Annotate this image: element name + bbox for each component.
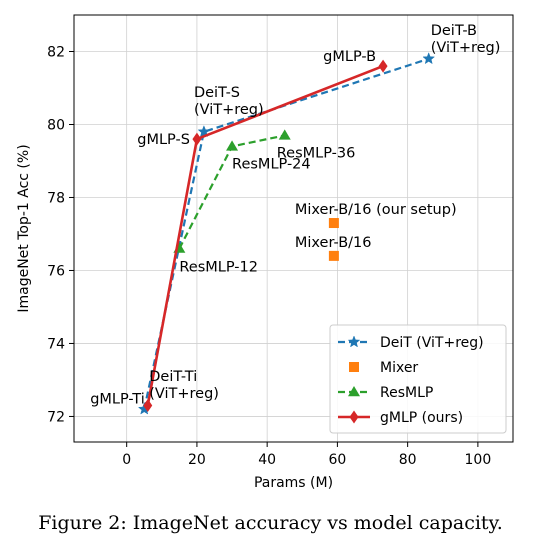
x-tick-label: 100: [465, 452, 492, 468]
accuracy-chart: 0 20 40 60 80 100 72 74 76 78 80 82 Params (M) ImageN…: [0, 0, 541, 510]
point-label: (ViT+reg): [194, 102, 264, 118]
legend-label: ResMLP: [380, 385, 433, 401]
figure-caption: Figure 2: ImageNet accuracy vs model cap…: [0, 512, 541, 534]
y-tick-label: 72: [47, 409, 65, 425]
y-tick-label: 80: [47, 117, 65, 133]
y-axis-title: ImageNet Top-1 Acc (%): [16, 144, 32, 312]
point-label: gMLP-S: [137, 132, 190, 148]
point-label: Mixer-B/16: [295, 235, 372, 251]
x-tick-label: 60: [328, 452, 346, 468]
x-tick-label: 40: [258, 452, 276, 468]
y-tick-label: 82: [47, 44, 65, 60]
point-label: gMLP-B: [323, 49, 376, 65]
x-tick-label: 20: [188, 452, 206, 468]
marker-gmlp: [192, 133, 201, 146]
point-label: DeiT-Ti: [149, 369, 197, 385]
point-label: ResMLP-36: [277, 145, 356, 161]
marker-mixer: [329, 251, 339, 261]
point-label: DeiT-B: [431, 23, 477, 39]
marker-resmlp: [279, 129, 291, 139]
point-label: DeiT-S: [194, 85, 240, 101]
marker-gmlp: [379, 60, 388, 73]
point-label: gMLP-Ti: [90, 392, 145, 408]
x-tick-label: 0: [122, 452, 131, 468]
marker-resmlp: [226, 140, 238, 150]
point-label: (ViT+reg): [431, 40, 501, 56]
x-axis-title: Params (M): [254, 475, 333, 491]
x-tick-label: 80: [399, 452, 417, 468]
point-label: (ViT+reg): [149, 386, 219, 402]
legend-marker-mixer: [349, 362, 359, 372]
legend-label: DeiT (ViT+reg): [380, 335, 484, 351]
y-tick-label: 76: [47, 263, 65, 279]
legend-label: Mixer: [380, 360, 418, 376]
point-label: Mixer-B/16 (our setup): [295, 202, 457, 218]
y-tick-label: 78: [47, 190, 65, 206]
point-label: ResMLP-12: [179, 260, 258, 276]
legend-label: gMLP (ours): [380, 410, 463, 426]
marker-mixer: [329, 218, 339, 228]
y-tick-label: 74: [47, 336, 65, 352]
